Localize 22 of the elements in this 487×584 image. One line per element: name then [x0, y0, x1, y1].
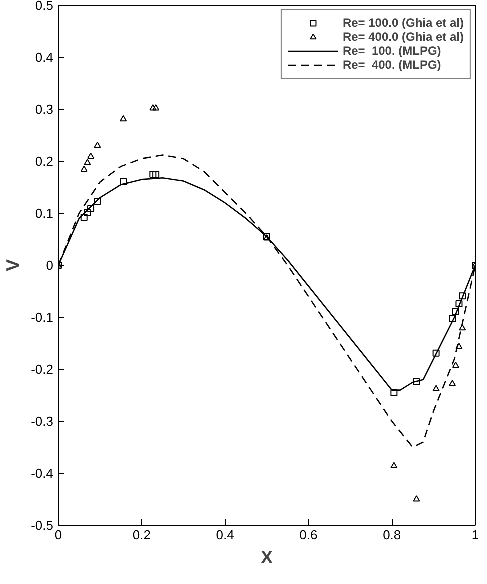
x-tick-label: 0.4	[216, 528, 234, 542]
legend-label: Re= 400.0 (Ghia et al)	[342, 30, 464, 44]
y-tick-label: 0.1	[35, 206, 54, 221]
y-tick-label: -0.5	[31, 518, 54, 533]
x-tick-label: 0.2	[132, 528, 151, 542]
legend-label: Re= 400. (MLPG)	[342, 58, 442, 72]
y-axis-title: V	[3, 259, 24, 272]
legend-label: Re= 100.0 (Ghia et al)	[342, 16, 464, 30]
x-tick-label: 0.6	[300, 528, 318, 542]
y-tick-label: -0.4	[31, 466, 54, 481]
y-tick-label: 0.2	[35, 154, 54, 169]
y-tick-label: -0.1	[31, 310, 54, 325]
y-tick-label: 0.3	[35, 102, 54, 117]
y-tick-label: -0.2	[31, 362, 54, 377]
x-tick-label: 1	[472, 528, 480, 542]
y-tick-label: 0.5	[35, 0, 54, 13]
y-tick-label: 0	[46, 258, 54, 273]
x-tick-label: 0.8	[383, 528, 402, 542]
y-tick-label: 0.4	[35, 50, 54, 65]
legend-label: Re= 100. (MLPG)	[342, 44, 442, 58]
x-axis-title: X	[260, 548, 274, 568]
y-tick-label: -0.3	[31, 414, 54, 429]
